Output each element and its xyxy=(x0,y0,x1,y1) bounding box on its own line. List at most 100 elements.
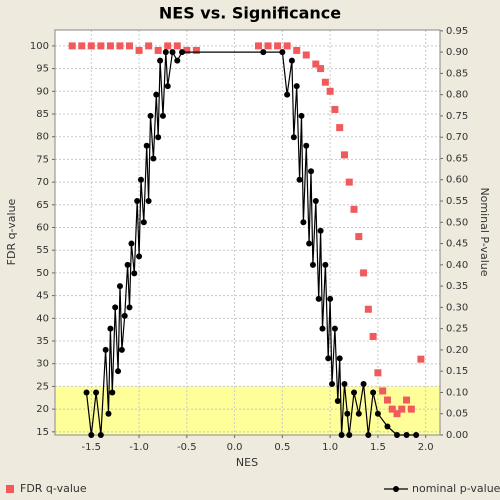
p-value-point xyxy=(327,295,334,302)
fdr-point xyxy=(145,42,153,50)
p-value-point xyxy=(325,355,332,362)
y2-tick-label: 0.40 xyxy=(446,260,468,271)
p-value-point xyxy=(394,432,401,438)
y2-tick-label: 0.45 xyxy=(446,239,468,250)
legend-swatch xyxy=(393,486,399,492)
y2-tick-label: 0.65 xyxy=(446,153,468,164)
y-tick-label: 40 xyxy=(36,313,49,324)
p-value-point xyxy=(351,389,358,396)
fdr-point xyxy=(317,65,325,73)
y2-tick-label: 0.85 xyxy=(446,68,468,79)
p-value-point xyxy=(159,112,166,119)
x-axis-label: NES xyxy=(236,456,258,469)
legend-swatch xyxy=(6,485,14,493)
p-value-point xyxy=(315,295,322,302)
fdr-point xyxy=(340,151,348,159)
fdr-point xyxy=(154,46,162,54)
y2-tick-label: 0.90 xyxy=(446,47,468,58)
p-value-point xyxy=(112,304,119,311)
y-tick-label: 95 xyxy=(36,64,49,75)
y2-tick-label: 0.05 xyxy=(446,409,468,420)
p-value-point xyxy=(145,198,152,205)
p-value-point xyxy=(164,83,171,90)
fdr-point xyxy=(388,405,396,413)
p-value-point xyxy=(169,49,176,56)
fdr-point xyxy=(302,51,310,59)
fdr-point xyxy=(393,410,401,418)
fdr-point xyxy=(173,42,181,50)
p-value-point xyxy=(344,410,351,417)
p-value-point xyxy=(118,346,125,353)
fdr-point xyxy=(254,42,262,50)
p-value-point xyxy=(97,432,104,438)
p-value-point xyxy=(298,112,305,119)
y-tick-label: 85 xyxy=(36,109,49,120)
p-value-point xyxy=(105,410,112,417)
fdr-point xyxy=(321,78,329,86)
plot-area xyxy=(55,30,440,435)
y2-tick-label: 0.80 xyxy=(446,90,468,101)
y-tick-label: 75 xyxy=(36,154,49,165)
x-tick-label: -0.5 xyxy=(177,442,197,453)
fdr-point xyxy=(374,369,382,377)
p-value-point xyxy=(140,219,147,226)
x-tick-label: 2.0 xyxy=(418,442,434,453)
fdr-point xyxy=(116,42,124,50)
p-value-point xyxy=(102,346,109,353)
p-value-point xyxy=(260,49,267,56)
y-tick-label: 80 xyxy=(36,132,49,143)
p-value-point xyxy=(413,432,420,438)
legend-label: FDR q-value xyxy=(20,482,87,495)
fdr-point xyxy=(192,46,200,54)
y-tick-label: 30 xyxy=(36,359,49,370)
fdr-point xyxy=(350,205,358,213)
p-value-point xyxy=(346,432,353,438)
y2-tick-label: 0.35 xyxy=(446,281,468,292)
fdr-point xyxy=(97,42,105,50)
y-tick-label: 50 xyxy=(36,268,49,279)
p-value-point xyxy=(121,312,128,319)
y2-tick-label: 0.50 xyxy=(446,217,468,228)
y-tick-label: 20 xyxy=(36,404,49,415)
y-tick-label: 25 xyxy=(36,381,49,392)
y-tick-label: 70 xyxy=(36,177,49,188)
fdr-point xyxy=(345,178,353,186)
p-value-point xyxy=(308,168,315,175)
p-value-point xyxy=(331,325,338,332)
p-value-point xyxy=(365,432,372,438)
p-value-point xyxy=(155,134,162,141)
fdr-point xyxy=(331,105,339,113)
p-value-point xyxy=(136,253,143,260)
p-value-point xyxy=(147,112,154,119)
p-value-point xyxy=(88,432,95,438)
y-tick-label: 45 xyxy=(36,291,49,302)
fdr-point xyxy=(398,405,406,413)
p-value-point xyxy=(93,389,100,396)
fdr-point xyxy=(364,305,372,313)
p-value-point xyxy=(107,325,114,332)
p-value-point xyxy=(296,176,303,183)
p-value-point xyxy=(329,380,336,387)
p-value-point xyxy=(137,176,144,183)
p-value-point xyxy=(370,389,377,396)
y2-tick-label: 0.75 xyxy=(446,111,468,122)
p-value-point xyxy=(115,368,122,375)
y-tick-label: 100 xyxy=(30,41,49,52)
p-value-point xyxy=(360,380,367,387)
fdr-point xyxy=(274,42,282,50)
y2-tick-label: 0.30 xyxy=(446,302,468,313)
y2-tick-label: 0.00 xyxy=(446,430,468,441)
y-tick-label: 15 xyxy=(36,427,49,438)
p-value-point xyxy=(306,240,313,247)
p-value-point xyxy=(284,91,291,98)
y-axis-label: FDR q-value xyxy=(5,198,18,265)
p-value-point xyxy=(322,261,329,268)
p-value-point xyxy=(303,142,310,149)
p-value-point xyxy=(374,410,381,417)
x-tick-label: -1.5 xyxy=(82,442,102,453)
p-value-point xyxy=(300,219,307,226)
x-tick-label: 0.5 xyxy=(274,442,290,453)
y-tick-label: 90 xyxy=(36,86,49,97)
fdr-point xyxy=(403,396,411,404)
